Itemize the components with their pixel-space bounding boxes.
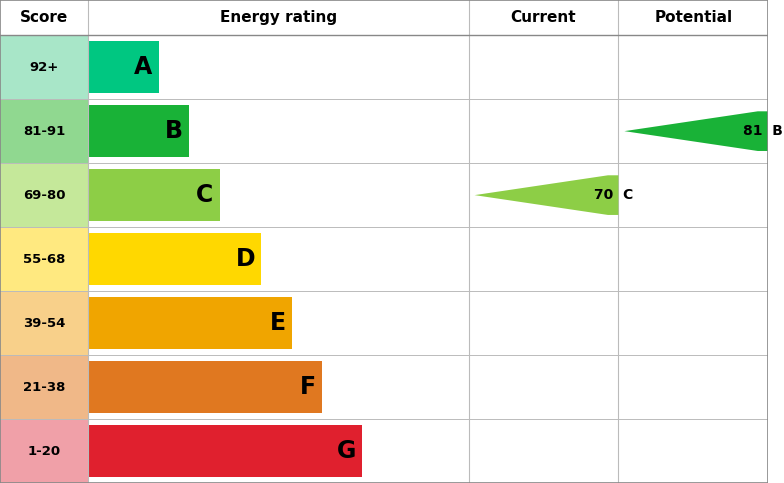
Bar xyxy=(619,419,768,483)
Text: 39-54: 39-54 xyxy=(23,316,65,329)
Bar xyxy=(469,419,619,483)
Bar xyxy=(469,355,619,419)
Text: Potential: Potential xyxy=(654,10,732,25)
Text: Score: Score xyxy=(20,10,68,25)
Polygon shape xyxy=(624,111,768,151)
Text: 21-38: 21-38 xyxy=(23,381,65,394)
Bar xyxy=(469,291,619,355)
Bar xyxy=(89,41,158,93)
Bar xyxy=(0,0,768,35)
Bar xyxy=(469,227,619,291)
Text: F: F xyxy=(300,375,316,399)
Text: 81-91: 81-91 xyxy=(23,125,65,138)
Bar xyxy=(0,163,89,227)
Bar xyxy=(89,169,220,221)
Polygon shape xyxy=(474,175,619,215)
Bar xyxy=(0,355,89,419)
Text: 70  C: 70 C xyxy=(593,188,633,202)
Bar xyxy=(89,297,292,349)
Bar xyxy=(0,35,89,99)
Bar xyxy=(89,425,362,477)
Bar xyxy=(619,355,768,419)
Text: C: C xyxy=(196,183,213,207)
Text: 69-80: 69-80 xyxy=(23,189,65,201)
Bar xyxy=(469,99,619,163)
Bar xyxy=(0,291,89,355)
Bar xyxy=(619,163,768,227)
Bar xyxy=(619,99,768,163)
Bar xyxy=(469,163,619,227)
Bar xyxy=(89,233,261,285)
Bar xyxy=(0,419,89,483)
Bar xyxy=(619,291,768,355)
Text: 1-20: 1-20 xyxy=(27,444,60,457)
Text: Current: Current xyxy=(510,10,576,25)
Bar xyxy=(89,361,322,413)
Text: A: A xyxy=(134,55,153,79)
Bar xyxy=(89,105,189,157)
Bar xyxy=(0,99,89,163)
Text: G: G xyxy=(336,439,356,463)
Text: 55-68: 55-68 xyxy=(23,253,65,266)
Text: E: E xyxy=(270,311,285,335)
Text: Energy rating: Energy rating xyxy=(220,10,337,25)
Bar xyxy=(469,35,619,99)
Bar xyxy=(619,35,768,99)
Text: 81  B: 81 B xyxy=(743,124,783,138)
Bar xyxy=(0,227,89,291)
Text: 92+: 92+ xyxy=(30,61,59,74)
Text: B: B xyxy=(165,119,183,143)
Text: D: D xyxy=(235,247,256,271)
Bar xyxy=(619,227,768,291)
